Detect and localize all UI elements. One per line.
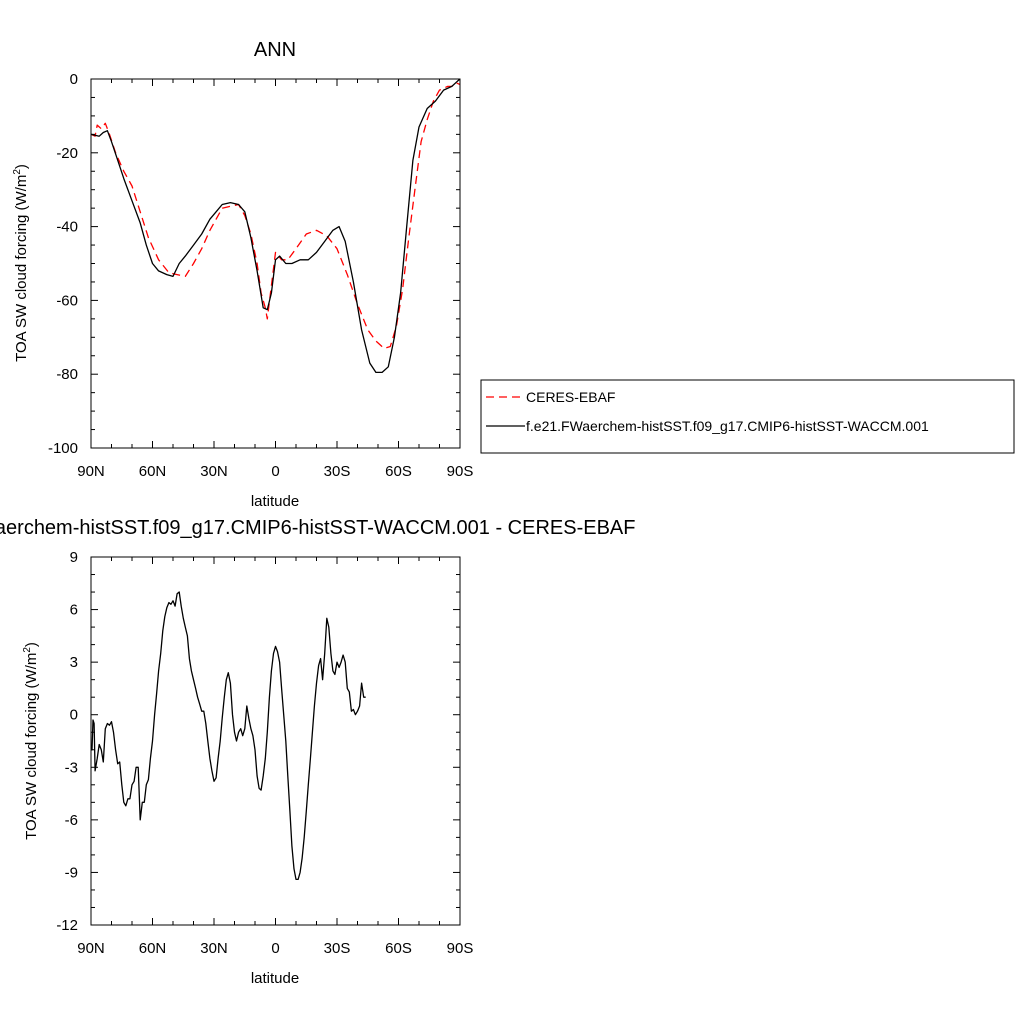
x-tick-label: 60S xyxy=(385,940,412,957)
y-tick-label: -100 xyxy=(48,440,78,457)
y-tick-label: -60 xyxy=(56,292,78,309)
mean-chart-title: ANN xyxy=(254,39,296,61)
x-tick-label: 90S xyxy=(447,940,474,957)
y-tick-label: -20 xyxy=(56,145,78,162)
difference-chart: f.e21.FWaerchem-histSST.f09_g17.CMIP6-hi… xyxy=(0,517,635,987)
x-tick-label: 90S xyxy=(447,463,474,480)
y-tick-label: -12 xyxy=(56,917,78,934)
y-tick-label: -80 xyxy=(56,366,78,383)
x-tick-label: 90N xyxy=(77,463,105,480)
difference-chart-xlabel: latitude xyxy=(251,970,299,987)
x-tick-label: 30S xyxy=(324,940,351,957)
difference-chart-tick-labels: 90N 60N 30N 0 30S 60S 90S -12 -9 -6 -3 0 3 6 9 xyxy=(56,549,473,957)
difference-chart-series xyxy=(91,591,366,881)
series-line-difference xyxy=(91,591,366,881)
legend-box xyxy=(480,379,1015,454)
x-tick-label: 0 xyxy=(271,940,279,957)
mean-chart-ylabel: TOA SW cloud forcing (W/m2) xyxy=(12,164,30,362)
y-tick-label: 3 xyxy=(70,654,78,671)
legend-label-model: f.e21.FWaerchem-histSST.f09_g17.CMIP6-hi… xyxy=(526,418,929,434)
mean-chart-plot-frame xyxy=(90,78,461,449)
legend: CERES-EBAF f.e21.FWaerchem-histSST.f09_g… xyxy=(480,379,1015,454)
y-tick-label: 6 xyxy=(70,602,78,619)
x-tick-label: 30N xyxy=(200,463,228,480)
y-tick-label: 9 xyxy=(70,549,78,566)
mean-chart-xlabel: latitude xyxy=(251,493,299,510)
legend-label-ceres-ebaf: CERES-EBAF xyxy=(526,389,615,405)
difference-chart-plot-frame xyxy=(90,556,461,926)
x-tick-label: 60S xyxy=(385,463,412,480)
y-tick-label: 0 xyxy=(70,707,78,724)
mean-chart-tick-labels: 90N 60N 30N 0 30S 60S 90S -100 -80 -60 -40 -20 0 xyxy=(48,71,473,480)
difference-chart-ylabel: TOA SW cloud forcing (W/m2) xyxy=(22,642,40,840)
y-tick-label: -6 xyxy=(65,812,78,829)
y-tick-label: -9 xyxy=(65,864,78,881)
y-tick-label: -3 xyxy=(65,759,78,776)
series-line-ceres-ebaf xyxy=(90,82,461,350)
difference-chart-ticks xyxy=(90,556,461,926)
difference-chart-title: f.e21.FWaerchem-histSST.f09_g17.CMIP6-hi… xyxy=(0,517,635,539)
x-tick-label: 30N xyxy=(200,940,228,957)
x-tick-label: 0 xyxy=(271,463,279,480)
y-tick-label: 0 xyxy=(70,71,78,88)
mean-chart-series xyxy=(90,78,461,374)
x-tick-label: 60N xyxy=(139,463,167,480)
x-tick-label: 30S xyxy=(324,463,351,480)
y-tick-label: -40 xyxy=(56,219,78,236)
series-line-model xyxy=(90,78,461,374)
x-tick-label: 90N xyxy=(77,940,105,957)
x-tick-label: 60N xyxy=(139,940,167,957)
mean-chart: ANN 90N 60N 30N 0 30S 60S 90S -100 -80 -60 -40 -20 0… xyxy=(12,39,1015,510)
